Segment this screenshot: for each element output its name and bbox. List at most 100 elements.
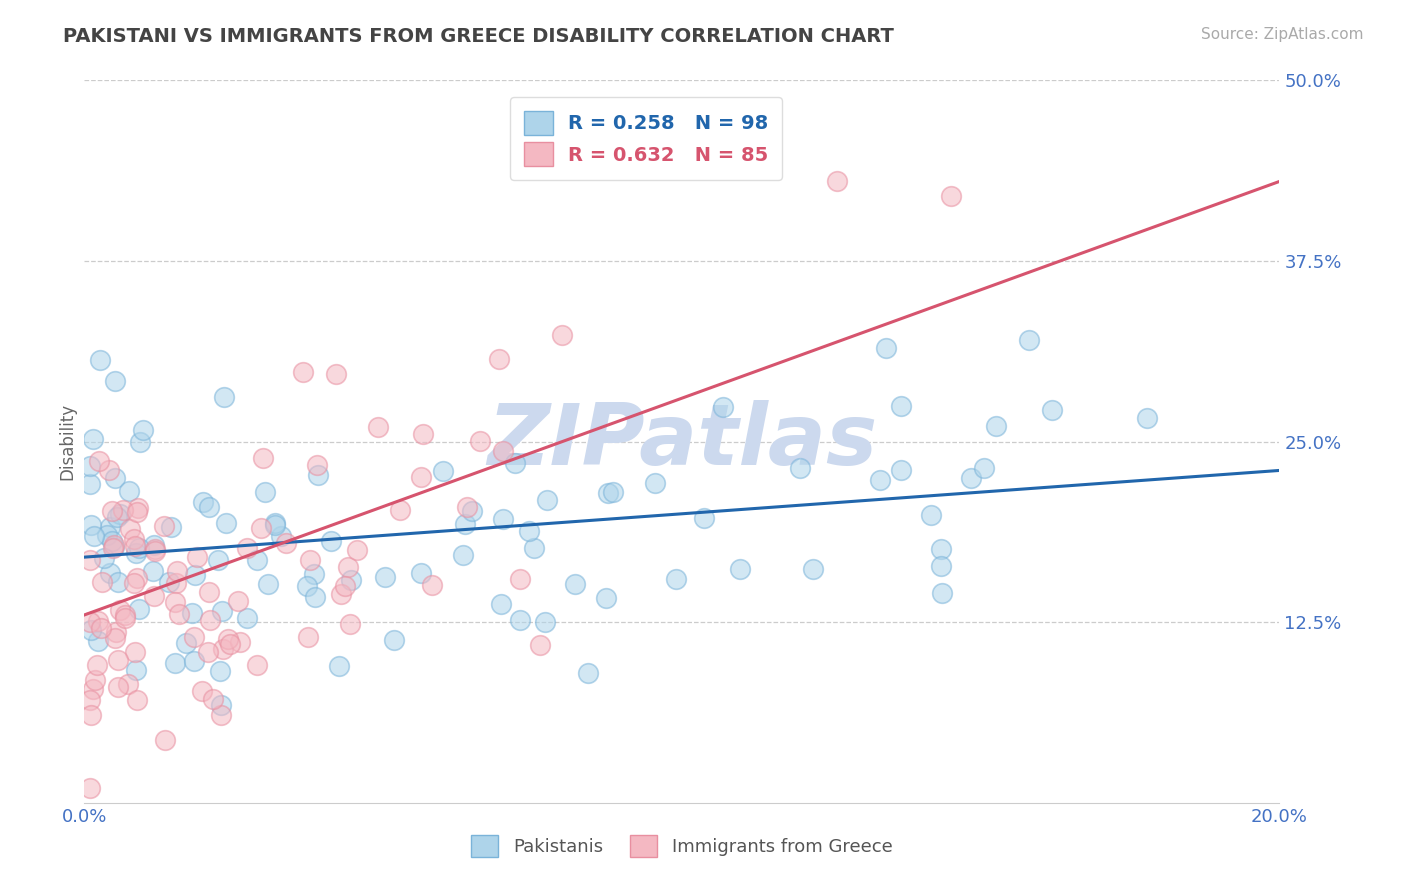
Point	[875, 341, 897, 355]
Point	[246, 658, 269, 673]
Point	[711, 400, 734, 414]
Point	[125, 546, 148, 560]
Point	[367, 419, 389, 434]
Point	[83, 529, 105, 543]
Point	[125, 663, 148, 677]
Point	[107, 681, 129, 695]
Point	[103, 538, 125, 552]
Point	[87, 633, 110, 648]
Point	[509, 613, 531, 627]
Point	[302, 566, 325, 581]
Point	[132, 423, 155, 437]
Point	[249, 521, 271, 535]
Point	[986, 419, 1008, 434]
Point	[209, 708, 232, 723]
Point	[128, 602, 150, 616]
Point	[929, 558, 952, 573]
Point	[198, 584, 221, 599]
Point	[470, 434, 492, 449]
Point	[412, 427, 434, 442]
Point	[534, 615, 557, 629]
Point	[82, 432, 104, 446]
Point	[1018, 334, 1040, 348]
Point	[489, 598, 512, 612]
Point	[105, 510, 128, 524]
Point	[93, 551, 115, 566]
Point	[166, 575, 188, 590]
Point	[920, 508, 942, 523]
Point	[257, 576, 280, 591]
Point	[87, 614, 110, 628]
Point	[576, 666, 599, 681]
Point	[108, 603, 131, 617]
Point	[333, 579, 356, 593]
Point	[330, 587, 353, 601]
Point	[492, 512, 515, 526]
Point	[236, 541, 259, 555]
Point	[297, 630, 319, 644]
Point	[122, 576, 145, 591]
Point	[503, 456, 526, 470]
Point	[118, 483, 141, 498]
Point	[197, 645, 219, 659]
Point	[890, 463, 912, 477]
Point	[218, 637, 240, 651]
Point	[176, 635, 198, 649]
Text: Source: ZipAtlas.com: Source: ZipAtlas.com	[1201, 27, 1364, 42]
Point	[245, 553, 267, 567]
Point	[198, 500, 221, 514]
Point	[143, 544, 166, 558]
Point	[143, 538, 166, 552]
Point	[82, 681, 104, 696]
Point	[104, 374, 127, 388]
Point	[1040, 403, 1063, 417]
Point	[328, 659, 350, 673]
Point	[973, 461, 995, 475]
Text: ZIPatlas: ZIPatlas	[486, 400, 877, 483]
Point	[869, 473, 891, 487]
Point	[114, 607, 136, 622]
Point	[551, 328, 574, 343]
Point	[253, 484, 276, 499]
Point	[184, 568, 207, 582]
Point	[98, 463, 121, 477]
Point	[304, 591, 326, 605]
Point	[307, 458, 329, 472]
Point	[104, 471, 127, 485]
Point	[340, 573, 363, 587]
Point	[235, 610, 257, 624]
Point	[186, 549, 208, 564]
Point	[125, 571, 148, 585]
Point	[321, 534, 343, 549]
Point	[517, 524, 540, 538]
Point	[124, 645, 146, 659]
Point	[890, 399, 912, 413]
Point	[120, 522, 142, 536]
Legend: Pakistanis, Immigrants from Greece: Pakistanis, Immigrants from Greece	[463, 826, 901, 866]
Point	[276, 535, 298, 549]
Point	[263, 517, 285, 532]
Point	[959, 471, 981, 485]
Point	[100, 504, 122, 518]
Point	[228, 635, 250, 649]
Point	[1136, 410, 1159, 425]
Point	[827, 174, 849, 188]
Point	[104, 631, 127, 645]
Point	[101, 534, 124, 549]
Point	[80, 517, 103, 532]
Point	[160, 520, 183, 534]
Point	[167, 607, 190, 621]
Point	[157, 575, 180, 590]
Point	[217, 632, 239, 646]
Point	[107, 653, 129, 667]
Point	[190, 684, 212, 698]
Point	[127, 500, 149, 515]
Point	[212, 641, 235, 656]
Point	[215, 516, 238, 531]
Point	[153, 519, 176, 533]
Point	[103, 541, 125, 555]
Point	[929, 541, 952, 556]
Point	[117, 676, 139, 690]
Point	[79, 553, 101, 567]
Point	[183, 630, 205, 644]
